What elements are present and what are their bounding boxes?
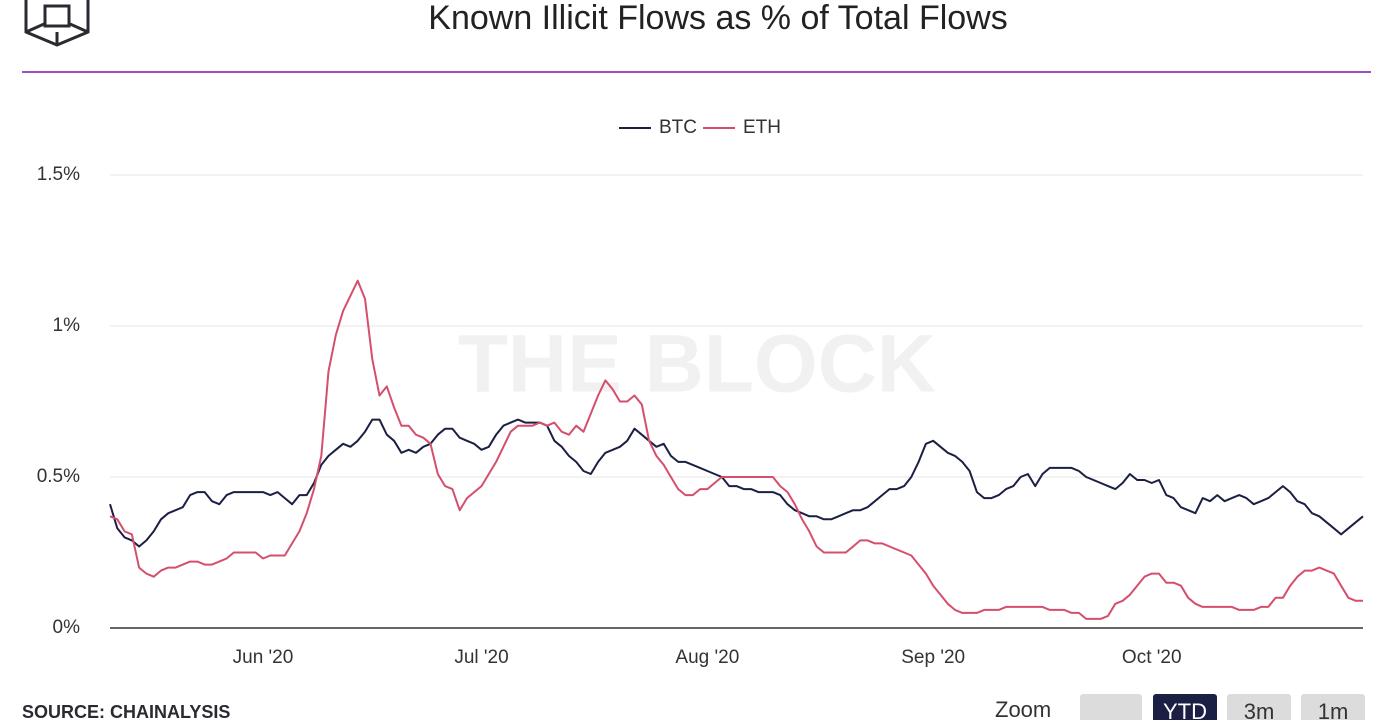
zoom-button-label[interactable]: 1m [1318,699,1349,720]
zoom-button-label[interactable]: 3m [1244,699,1275,720]
zoom-buttons: YTD 3m 1m [1153,694,1365,720]
legend-label: BTC [659,117,697,138]
zoom-label: Zoom [995,697,1051,720]
watermark: THE BLOCK [458,319,936,410]
plot-area: 0% 0.5% 1% 1.5% Jun '20 Jul '20 Aug '20 Sep '20… [37,164,1364,668]
zoom-button[interactable] [1080,694,1142,720]
y-tick-label: 0.5% [37,466,80,487]
chart-title: Known Illicit Flows as % of Total Flows [428,0,1007,37]
logo [24,0,90,47]
x-tick-label: Oct '20 [1122,647,1182,668]
y-tick-label: 1% [53,315,81,336]
legend: BTC ETH [619,117,781,138]
series-line [109,418,1364,548]
x-tick-label: Aug '20 [675,647,739,668]
legend-label: ETH [743,117,781,138]
zoom-button[interactable] [1227,694,1291,720]
zoom-button[interactable] [1301,694,1365,720]
zoom-button-label[interactable]: YTD [1163,699,1207,720]
source-note: SOURCE: CHAINALYSIS [22,702,230,720]
x-tick-label: Jun '20 [233,647,294,668]
x-tick-label: Sep '20 [901,647,965,668]
y-tick-label: 1.5% [37,164,80,185]
y-tick-label: 0% [53,617,81,638]
x-tick-label: Jul '20 [454,647,508,668]
series-line [109,279,1363,620]
zoom-button[interactable] [1153,694,1217,720]
